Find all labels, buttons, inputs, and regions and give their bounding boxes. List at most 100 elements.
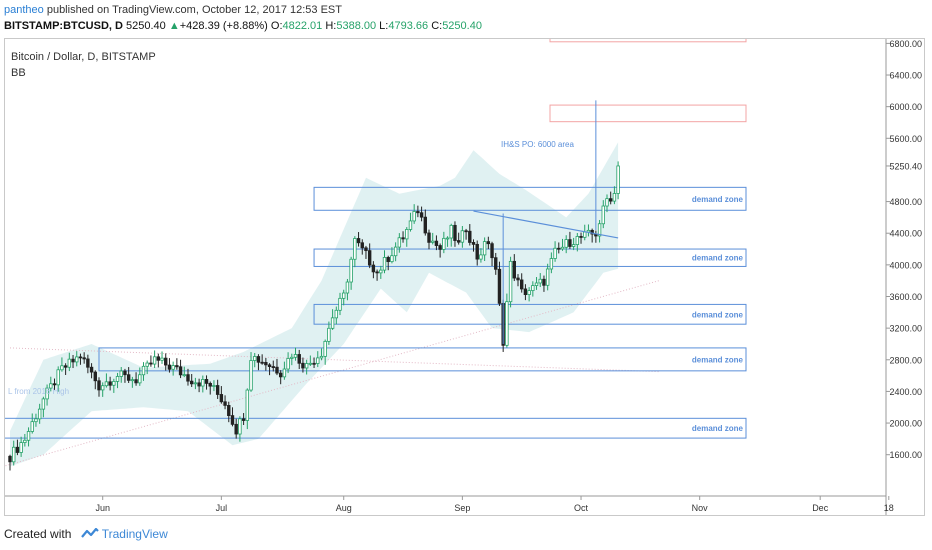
- candle-body[interactable]: [182, 374, 186, 377]
- candle-body[interactable]: [319, 355, 324, 359]
- candle-body[interactable]: [189, 380, 194, 385]
- candle-body[interactable]: [382, 257, 387, 271]
- candle-body[interactable]: [260, 361, 264, 364]
- candle-body[interactable]: [612, 193, 617, 202]
- candle-body[interactable]: [367, 250, 372, 266]
- candle-body[interactable]: [71, 358, 75, 363]
- candle-body[interactable]: [323, 340, 327, 357]
- candle-body[interactable]: [560, 246, 565, 250]
- candle-body[interactable]: [34, 418, 38, 423]
- candle-body[interactable]: [608, 198, 613, 202]
- candle-body[interactable]: [19, 442, 23, 453]
- candle-body[interactable]: [234, 423, 238, 435]
- chart-frame[interactable]: demand zone demand zone demand zone demand …: [2, 7, 925, 516]
- candle-body[interactable]: [508, 260, 513, 303]
- candle-body[interactable]: [534, 282, 539, 286]
- candle-body[interactable]: [516, 277, 520, 281]
- candle-body[interactable]: [416, 211, 420, 214]
- target-zone-box[interactable]: [549, 104, 747, 123]
- candle-body[interactable]: [130, 379, 135, 382]
- candle-body[interactable]: [297, 354, 301, 364]
- candle-body[interactable]: [379, 269, 383, 274]
- candle-body[interactable]: [286, 358, 290, 370]
- price-chart[interactable]: demand zone demand zone demand zone demand …: [2, 7, 924, 515]
- candle-body[interactable]: [345, 281, 350, 294]
- candle-body[interactable]: [542, 278, 546, 286]
- candle-body[interactable]: [78, 356, 83, 359]
- candle-body[interactable]: [219, 394, 224, 403]
- candle-body[interactable]: [278, 372, 283, 378]
- candle-body[interactable]: [431, 240, 435, 243]
- candle-body[interactable]: [241, 418, 246, 421]
- candle-body[interactable]: [405, 229, 409, 240]
- candle-body[interactable]: [512, 260, 516, 279]
- candle-body[interactable]: [342, 292, 346, 299]
- candle-body[interactable]: [616, 165, 620, 194]
- candle-body[interactable]: [245, 389, 250, 421]
- candle-body[interactable]: [293, 354, 298, 358]
- candle-body[interactable]: [597, 223, 602, 237]
- candle-body[interactable]: [193, 382, 198, 385]
- candle-body[interactable]: [490, 243, 494, 259]
- candle-body[interactable]: [575, 236, 580, 245]
- candle-body[interactable]: [456, 240, 461, 243]
- candle-body[interactable]: [23, 439, 27, 443]
- candle-body[interactable]: [438, 245, 442, 250]
- candle-body[interactable]: [12, 446, 16, 463]
- candle-body[interactable]: [86, 358, 90, 368]
- candle-body[interactable]: [204, 379, 209, 384]
- demand-zone-box[interactable]: [2, 417, 747, 439]
- tradingview-brand[interactable]: TradingView: [101, 527, 168, 541]
- candle-body[interactable]: [253, 356, 257, 361]
- candle-body[interactable]: [434, 240, 439, 246]
- candle-body[interactable]: [75, 356, 79, 363]
- candle-body[interactable]: [212, 385, 216, 387]
- candle-body[interactable]: [590, 229, 594, 235]
- target-zone-box[interactable]: [549, 25, 747, 43]
- candle-body[interactable]: [208, 382, 212, 387]
- candle-body[interactable]: [104, 381, 109, 387]
- candle-body[interactable]: [553, 247, 557, 259]
- candle-body[interactable]: [49, 383, 53, 389]
- candle-body[interactable]: [334, 309, 339, 319]
- candle-body[interactable]: [312, 362, 316, 365]
- candle-body[interactable]: [375, 271, 379, 274]
- candle-body[interactable]: [360, 242, 364, 249]
- candle-body[interactable]: [494, 257, 498, 270]
- candle-body[interactable]: [308, 362, 313, 365]
- candle-body[interactable]: [468, 230, 472, 243]
- demand-zone-box[interactable]: [313, 303, 747, 325]
- candle-body[interactable]: [267, 364, 272, 367]
- candle-body[interactable]: [486, 241, 491, 245]
- candle-body[interactable]: [227, 404, 231, 416]
- candle-body[interactable]: [60, 365, 64, 371]
- candle-body[interactable]: [201, 379, 205, 387]
- candle-body[interactable]: [605, 198, 609, 207]
- candle-body[interactable]: [460, 230, 465, 243]
- candle-body[interactable]: [112, 381, 116, 386]
- candle-body[interactable]: [167, 364, 172, 370]
- candle-body[interactable]: [330, 317, 335, 329]
- candle-body[interactable]: [482, 241, 487, 256]
- candle-body[interactable]: [545, 268, 550, 286]
- candle-body[interactable]: [412, 211, 416, 222]
- candle-body[interactable]: [15, 446, 20, 453]
- candle-body[interactable]: [152, 356, 157, 365]
- candle-body[interactable]: [123, 370, 127, 376]
- candle-body[interactable]: [557, 247, 561, 250]
- candle-body[interactable]: [301, 362, 305, 369]
- candle-body[interactable]: [571, 244, 576, 247]
- candle-body[interactable]: [52, 383, 57, 386]
- candle-body[interactable]: [41, 398, 46, 410]
- candle-body[interactable]: [171, 365, 175, 370]
- candle-body[interactable]: [264, 362, 268, 366]
- candle-body[interactable]: [141, 365, 146, 376]
- candle-body[interactable]: [419, 212, 424, 218]
- candle-body[interactable]: [475, 243, 479, 260]
- candle-body[interactable]: [520, 279, 524, 290]
- candle-body[interactable]: [160, 357, 164, 361]
- candle-body[interactable]: [282, 368, 287, 378]
- candle-body[interactable]: [223, 401, 227, 406]
- candle-body[interactable]: [37, 408, 42, 420]
- candle-body[interactable]: [505, 301, 509, 346]
